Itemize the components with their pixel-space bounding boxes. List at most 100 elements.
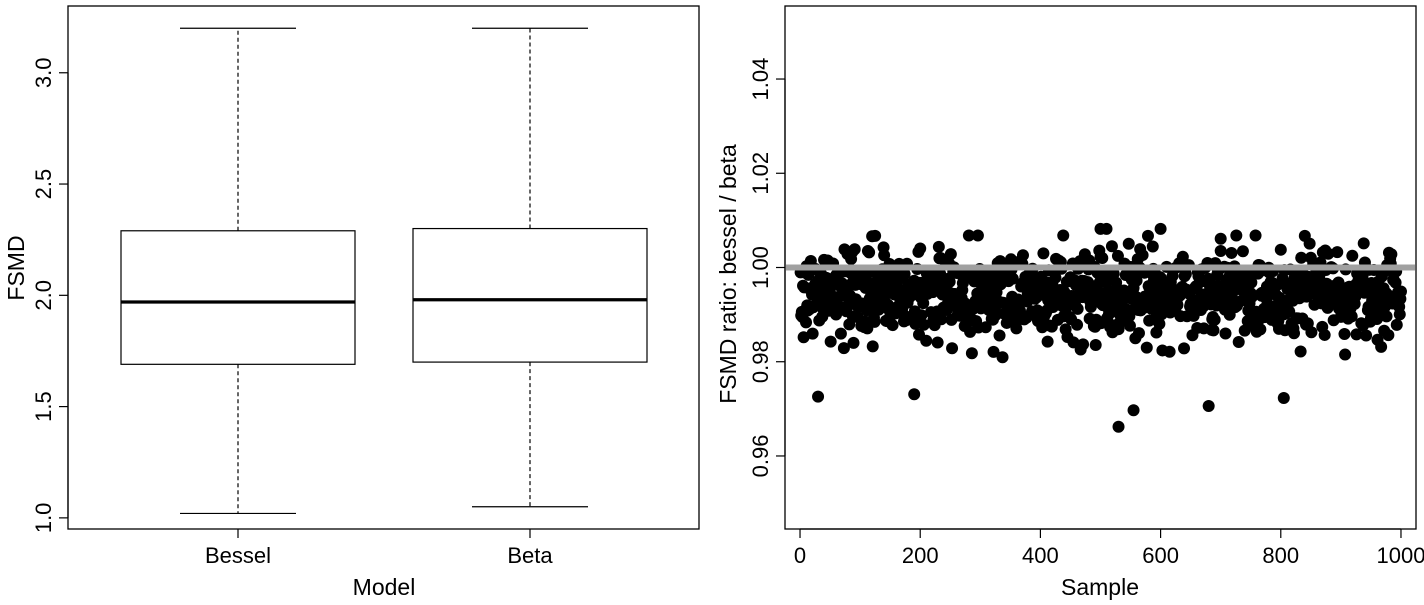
scatter-point <box>886 319 899 332</box>
scatter-point <box>878 249 891 262</box>
scatter-point <box>917 318 930 331</box>
scatter-point <box>1350 328 1363 341</box>
scatter-point <box>806 327 819 340</box>
scatter-x-axis: 0 200 400 600 800 1000 <box>794 528 1424 568</box>
boxplot-panel: 1.0 1.5 2.0 2.5 3.0 Bessel Beta Model FSMD <box>3 5 700 600</box>
y-tick-label: 1.5 <box>31 391 56 422</box>
scatter-point <box>920 334 933 347</box>
scatter-point <box>1105 240 1118 253</box>
scatter-point <box>971 229 984 242</box>
scatter-point <box>1277 392 1290 405</box>
scatter-point <box>965 347 978 360</box>
scatter-point <box>1071 318 1084 331</box>
scatter-point <box>1288 327 1301 340</box>
scatter-point <box>1016 249 1029 262</box>
scatter-point <box>1295 251 1308 264</box>
scatter-point <box>908 388 921 401</box>
scatter-point <box>962 229 975 242</box>
scatter-point <box>1346 249 1359 262</box>
scatter-panel: 0.96 0.98 1.00 1.02 1.04 0 200 400 600 800 1000 S… <box>715 5 1424 600</box>
scatter-point <box>1245 276 1258 289</box>
x-tick-label: 600 <box>1142 543 1179 568</box>
scatter-point <box>1322 247 1335 260</box>
scatter-point <box>1254 323 1267 336</box>
x-tick-label: 200 <box>902 543 939 568</box>
scatter-point <box>869 229 882 242</box>
scatter-point <box>1331 246 1344 259</box>
scatter-point <box>1375 340 1388 353</box>
y-tick-label: 1.0 <box>31 503 56 534</box>
scatter-point <box>1245 290 1258 303</box>
scatter-point <box>1178 342 1191 355</box>
scatter-point <box>800 316 813 329</box>
scatter-point <box>1394 285 1407 298</box>
scatter-points <box>794 222 1407 433</box>
scatter-point <box>812 390 825 403</box>
scatter-point <box>834 327 847 340</box>
scatter-point <box>1274 243 1287 256</box>
scatter-point <box>1385 248 1398 261</box>
scatter-point <box>914 242 927 255</box>
scatter-x-axis-title: Sample <box>1061 574 1139 600</box>
x-tick-label: 800 <box>1262 543 1299 568</box>
scatter-point <box>1214 232 1227 245</box>
scatter-point <box>932 240 945 253</box>
scatter-point <box>1202 400 1215 413</box>
interquartile-box <box>120 230 356 365</box>
scatter-point <box>1136 249 1149 262</box>
scatter-point <box>824 335 837 348</box>
x-tick-label: 1000 <box>1376 543 1424 568</box>
scatter-point <box>847 336 860 349</box>
scatter-point <box>1360 329 1373 342</box>
scatter-point <box>1357 237 1370 250</box>
scatter-point <box>917 297 930 310</box>
scatter-point <box>1225 246 1238 259</box>
scatter-point <box>1057 229 1070 242</box>
scatter-point <box>866 340 879 353</box>
scatter-point <box>1393 308 1406 321</box>
boxplot-x-axis: Bessel Beta <box>205 529 553 568</box>
boxplot-x-axis-title: Model <box>353 574 416 600</box>
scatter-point <box>1345 310 1358 323</box>
scatter-point <box>993 329 1006 342</box>
scatter-point <box>1390 318 1403 331</box>
scatter-point <box>1041 335 1054 348</box>
scatter-point <box>797 331 810 344</box>
scatter-point <box>1146 240 1159 253</box>
boxplot-y-axis: 1.0 1.5 2.0 2.5 3.0 <box>31 57 69 534</box>
scatter-point <box>1122 237 1135 250</box>
scatter-point <box>1077 338 1090 351</box>
x-tick-label: Beta <box>507 543 553 568</box>
x-tick-label: Bessel <box>205 543 271 568</box>
scatter-point <box>1207 324 1220 337</box>
scatter-point <box>1338 327 1351 340</box>
scatter-point <box>1163 345 1176 358</box>
scatter-point <box>872 303 885 316</box>
boxplot-y-axis-title: FSMD <box>3 235 29 300</box>
scatter-point <box>1232 336 1245 349</box>
scatter-point <box>1339 348 1352 361</box>
y-tick-label: 1.02 <box>748 152 773 195</box>
y-tick-label: 0.98 <box>748 340 773 383</box>
scatter-point <box>1010 322 1023 335</box>
scatter-point <box>1389 276 1402 289</box>
scatter-point <box>1141 229 1154 242</box>
scatter-point <box>1294 345 1307 358</box>
scatter-point <box>1382 329 1395 342</box>
y-tick-label: 1.04 <box>748 58 773 101</box>
scatter-point <box>1219 327 1232 340</box>
scatter-point <box>1130 274 1143 287</box>
scatter-point <box>1230 229 1243 242</box>
scatter-point <box>848 243 861 256</box>
scatter-point <box>1154 222 1167 235</box>
scatter-point <box>1089 339 1102 352</box>
scatter-point <box>1037 247 1050 260</box>
scatter-point <box>979 321 992 334</box>
scatter-point <box>944 248 957 261</box>
scatter-point <box>931 336 944 349</box>
scatter-point <box>935 313 948 326</box>
y-tick-label: 3.0 <box>31 57 56 88</box>
scatter-point <box>863 246 876 259</box>
scatter-point <box>987 345 1000 358</box>
y-tick-label: 1.00 <box>748 246 773 289</box>
